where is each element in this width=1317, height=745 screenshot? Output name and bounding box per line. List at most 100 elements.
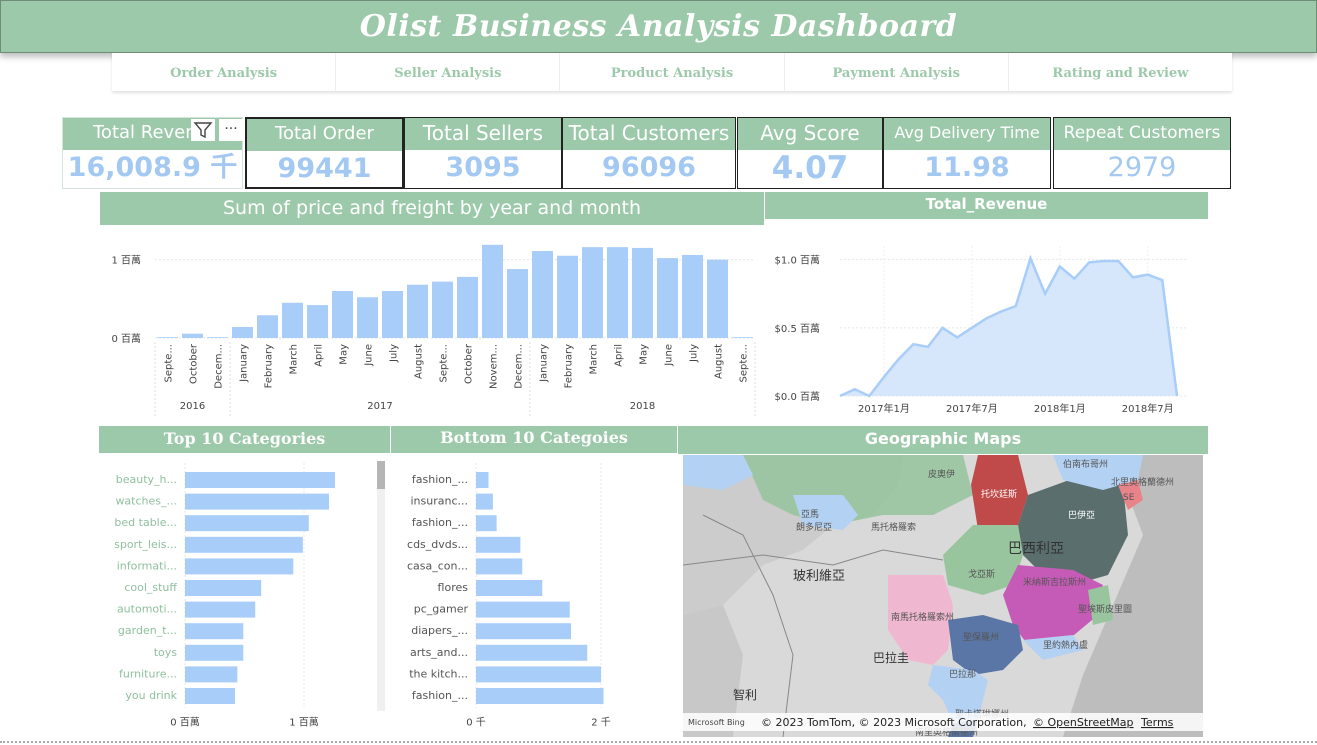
bar [432, 281, 453, 338]
tab-payment-analysis[interactable]: Payment Analysis [785, 53, 1009, 91]
bottom-divider [0, 741, 1317, 743]
kpi-value: 96096 [602, 152, 696, 183]
kpi-avg-delivery-time[interactable]: Avg Delivery Time 11.98 [883, 117, 1051, 189]
bar [476, 580, 543, 596]
x-tick-label: 1 百萬 [289, 716, 319, 729]
top10-bar-chart[interactable]: 0 百萬 1 百萬 beauty_h... watches_...bed table.… [99, 455, 390, 745]
kpi-avg-score[interactable]: Avg Score 4.07 [737, 117, 883, 189]
category-label: pc_gamer [414, 603, 469, 616]
x-tick-label: 0 百萬 [170, 716, 200, 729]
tab-seller-analysis[interactable]: Seller Analysis [336, 53, 561, 91]
bar [476, 601, 570, 618]
bar [732, 337, 753, 338]
x-tick-label: October [189, 343, 200, 384]
bar [476, 472, 489, 488]
geographic-map[interactable]: 朗多尼亞 亞馬 皮奧伊 伯南布哥州 北里奧格蘭德州 SE 玻利維亞 巴西利亞 巴… [683, 455, 1203, 737]
tab-product-analysis[interactable]: Product Analysis [560, 53, 785, 91]
kpi-label: Repeat Customers [1054, 118, 1230, 150]
map-label: 朗多尼亞 [796, 521, 832, 533]
bar [232, 327, 253, 338]
x-tick-label: Novem... [489, 344, 500, 389]
bar [185, 515, 309, 532]
bar [607, 247, 628, 338]
kpi-repeat-customers[interactable]: Repeat Customers 2979 [1053, 117, 1231, 189]
bar [476, 688, 604, 704]
bar [476, 558, 523, 575]
category-label: beauty_h... [116, 473, 177, 486]
bar [182, 333, 203, 338]
x-tick-label: 2017年1月 [858, 402, 910, 415]
kpi-total-revenue[interactable]: Total Reven 16,008.9 千 ··· [62, 117, 243, 189]
kpi-total-sellers[interactable]: Total Sellers 3095 [404, 117, 562, 189]
x-tick-label: July [389, 344, 400, 363]
scrollbar-track[interactable] [377, 461, 385, 711]
tab-rating-review[interactable]: Rating and Review [1052, 66, 1189, 81]
bar [557, 255, 578, 338]
map-attribution: © 2023 TomTom, © 2023 Microsoft Corporat… [761, 716, 1027, 729]
more-options-icon[interactable]: ··· [219, 119, 243, 141]
map-label: 亞馬 [801, 509, 819, 520]
bar [185, 601, 256, 618]
category-label: automoti... [117, 603, 177, 616]
monthly-bar-chart[interactable]: 1 百萬 0 百萬 Septe... October Decem... January Fe… [100, 226, 764, 420]
x-tick-label: 2018年1月 [1034, 402, 1086, 415]
year-label: 2016 [180, 401, 205, 412]
bar [476, 515, 497, 532]
x-tick-label: August [414, 344, 425, 379]
bar [682, 254, 703, 338]
kpi-value: 11.98 [924, 152, 1010, 183]
bar [185, 623, 244, 640]
bar [185, 688, 235, 704]
map-label: 馬托格羅索 [871, 521, 916, 533]
kpi-total-customers[interactable]: Total Customers 96096 [562, 117, 736, 189]
kpi-total-order[interactable]: Total Order 99441 [245, 117, 404, 189]
y-tick-label: $0.0 百萬 [775, 390, 820, 403]
bar [332, 291, 353, 338]
kpi-value: 4.07 [771, 150, 849, 186]
map-label: 北里奧格蘭德州 [1111, 476, 1174, 488]
x-tick-label: February [564, 344, 575, 388]
category-label: you drink [125, 689, 177, 702]
map-label: 伯南布哥州 [1063, 458, 1108, 470]
map-label: 巴伊亞 [1068, 509, 1095, 521]
bar [582, 247, 603, 338]
map-label: 巴拉那 [949, 668, 976, 680]
category-label: insuranc... [410, 495, 468, 508]
page-nav: Order Analysis Seller Analysis Product A… [112, 53, 1232, 91]
bar [185, 644, 244, 661]
x-tick-label: Decem... [214, 344, 225, 389]
map-label: 巴拉圭 [873, 650, 909, 665]
kpi-label: Total Reven [63, 118, 242, 150]
revenue-area-chart[interactable]: $1.0 百萬 $0.5 百萬 $0.0 百萬 2017年1月 2017年7月 2018年… [765, 220, 1208, 420]
bar [185, 536, 303, 553]
revenue-line [839, 254, 1179, 398]
scrollbar-thumb[interactable] [377, 461, 385, 489]
category-label: fashion_... [412, 473, 468, 486]
tab-order-analysis[interactable]: Order Analysis [112, 53, 337, 91]
category-label: cool_stuff [124, 581, 177, 594]
category-label: diapers_... [411, 624, 468, 637]
kpi-value: 99441 [277, 153, 372, 184]
category-label: garden_t... [118, 624, 177, 637]
bar [185, 666, 238, 683]
map-label: 皮奧伊 [928, 468, 955, 480]
category-label: furniture... [119, 667, 177, 680]
category-label: flores [438, 581, 469, 594]
bar [476, 493, 493, 510]
x-tick-label: July [689, 344, 700, 363]
x-tick-label: February [264, 344, 275, 388]
kpi-label: Avg Score [738, 118, 882, 150]
osm-link[interactable]: © OpenStreetMap [1033, 716, 1134, 729]
visual-filter-icon[interactable] [191, 119, 215, 141]
bar [657, 258, 678, 338]
x-tick-label: June [364, 344, 375, 367]
bar [707, 259, 728, 338]
bar [185, 493, 329, 510]
x-tick-label: April [314, 344, 325, 367]
terms-link[interactable]: Terms [1140, 716, 1174, 729]
bar [207, 337, 228, 338]
x-tick-label: 2017年7月 [946, 402, 998, 415]
category-label: arts_and... [410, 646, 468, 659]
map-label: 里約熱內盧 [1043, 639, 1088, 651]
